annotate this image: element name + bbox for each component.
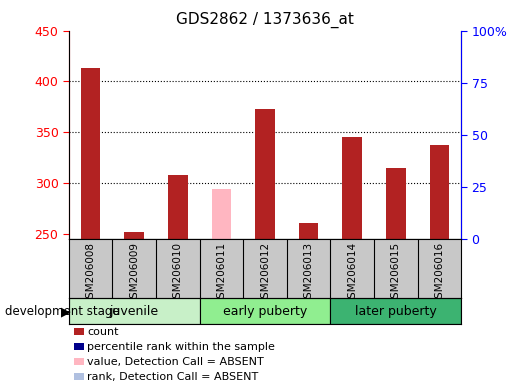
Bar (299, 223, 319, 239)
Bar (125, 232, 144, 239)
Bar (429, 146, 449, 239)
Text: GSM206009: GSM206009 (129, 242, 139, 305)
Text: percentile rank within the sample: percentile rank within the sample (87, 342, 275, 352)
Bar (211, 189, 231, 239)
Title: GDS2862 / 1373636_at: GDS2862 / 1373636_at (176, 12, 354, 28)
Text: later puberty: later puberty (355, 305, 437, 318)
Text: development stage: development stage (5, 305, 120, 318)
Bar (81, 68, 101, 239)
Text: early puberty: early puberty (223, 305, 307, 318)
Text: count: count (87, 327, 119, 337)
Text: rank, Detection Call = ABSENT: rank, Detection Call = ABSENT (87, 372, 259, 382)
Text: GSM206008: GSM206008 (86, 242, 96, 305)
Text: GSM206015: GSM206015 (391, 242, 401, 305)
Text: ▶: ▶ (61, 305, 70, 318)
Bar (255, 109, 275, 239)
Text: GSM206016: GSM206016 (434, 242, 444, 305)
Bar (200, 298, 330, 324)
Bar (168, 175, 188, 239)
Bar (69, 298, 200, 324)
Bar (386, 168, 405, 239)
Text: value, Detection Call = ABSENT: value, Detection Call = ABSENT (87, 357, 264, 367)
Text: GSM206013: GSM206013 (304, 242, 314, 305)
Text: GSM206011: GSM206011 (216, 242, 226, 305)
Text: GSM206014: GSM206014 (347, 242, 357, 305)
Bar (330, 298, 461, 324)
Bar (342, 137, 362, 239)
Text: GSM206010: GSM206010 (173, 242, 183, 305)
Text: juvenile: juvenile (110, 305, 159, 318)
Text: GSM206012: GSM206012 (260, 242, 270, 305)
